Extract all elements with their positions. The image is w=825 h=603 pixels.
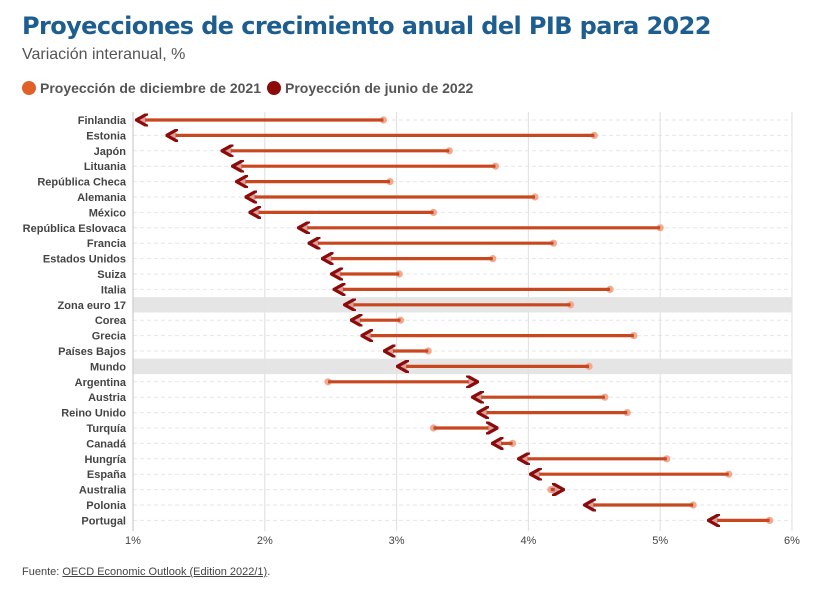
dec2021-point[interactable]	[663, 455, 671, 463]
category-label: República Checa	[37, 177, 127, 189]
dec2021-point[interactable]	[656, 224, 664, 232]
category-label: Estados Unidos	[43, 254, 126, 266]
dumbbell-row[interactable]	[474, 393, 609, 402]
dumbbell-row[interactable]	[310, 239, 558, 248]
dec2021-point[interactable]	[606, 285, 614, 293]
source-link[interactable]: OECD Economic Outlook (Edition 2022/1)	[62, 566, 268, 578]
dec2021-point[interactable]	[630, 332, 638, 340]
dumbbell-row[interactable]	[710, 516, 774, 525]
dumbbell-row[interactable]	[336, 285, 614, 294]
source-note: Fuente: OECD Economic Outlook (Edition 2…	[22, 566, 270, 578]
category-label: Grecia	[92, 331, 127, 343]
dumbbell-row[interactable]	[353, 316, 405, 325]
category-label: Corea	[95, 315, 127, 327]
legend-item-jun2022[interactable]: Proyección de junio de 2022	[267, 80, 473, 96]
legend-label-dec2021: Proyección de diciembre de 2021	[40, 80, 261, 96]
source-prefix: Fuente:	[22, 566, 63, 578]
dumbbell-row[interactable]	[494, 439, 517, 448]
dumbbell-row[interactable]	[586, 501, 697, 510]
category-label: Hungría	[84, 454, 126, 466]
dumbbell-row[interactable]	[300, 223, 664, 232]
category-label: Polonia	[86, 500, 127, 512]
legend-dot-icon	[267, 81, 281, 95]
x-tick-label: 1%	[125, 535, 141, 547]
dumbbell-row[interactable]	[223, 146, 453, 155]
category-label: Lituania	[84, 161, 127, 173]
x-tick-label: 3%	[389, 535, 405, 547]
dumbbell-row[interactable]	[363, 331, 638, 340]
dec2021-point[interactable]	[566, 301, 575, 309]
category-label: Países Bajos	[58, 346, 126, 358]
category-label: Canadá	[86, 438, 127, 450]
category-label: Reino Unido	[61, 408, 126, 420]
chart-title: Proyecciones de crecimiento anual del PI…	[22, 12, 711, 40]
category-label: Estonia	[86, 130, 127, 142]
category-label: Mundo	[90, 361, 126, 373]
dumbbell-row[interactable]	[333, 270, 403, 279]
category-label: México	[89, 207, 127, 219]
legend-label-jun2022: Proyección de junio de 2022	[285, 80, 474, 96]
category-label: Japón	[94, 146, 127, 158]
dumbbell-row[interactable]	[479, 408, 631, 417]
dumbbell-row[interactable]	[399, 362, 593, 371]
dumbbell-row[interactable]	[238, 177, 394, 186]
category-label: Austria	[88, 392, 127, 404]
dumbbell-row[interactable]	[251, 208, 438, 217]
dumbbell-row[interactable]	[346, 300, 575, 309]
category-label: Alemania	[77, 192, 127, 204]
category-label: República Eslovaca	[23, 223, 127, 235]
dumbbell-row[interactable]	[429, 424, 496, 433]
x-tick-label: 6%	[784, 535, 800, 547]
category-label: Suiza	[97, 269, 127, 281]
dumbbell-row[interactable]	[324, 377, 476, 386]
dumbbell-row[interactable]	[520, 454, 671, 463]
dumbbell-row[interactable]	[547, 485, 559, 494]
category-label: Italia	[101, 284, 127, 296]
category-label: Finlandia	[78, 115, 127, 127]
x-tick-label: 5%	[652, 535, 668, 547]
dec2021-point[interactable]	[590, 131, 598, 139]
category-label: Argentina	[75, 377, 127, 389]
dumbbell-row[interactable]	[138, 116, 388, 125]
legend-dot-icon	[22, 81, 36, 95]
legend: Proyección de diciembre de 2021 Proyecci…	[22, 80, 479, 96]
dumbbell-row[interactable]	[247, 193, 539, 202]
x-tick-label: 4%	[520, 535, 536, 547]
chart-subtitle: Variación interanual, %	[22, 46, 186, 63]
source-suffix: .	[267, 566, 271, 578]
dumbbell-row[interactable]	[168, 131, 598, 140]
legend-item-dec2021[interactable]: Proyección de diciembre de 2021	[22, 80, 261, 96]
category-label: Zona euro 17	[58, 300, 126, 312]
dumbbell-row[interactable]	[386, 347, 432, 356]
category-label: Francia	[87, 238, 127, 250]
x-tick-label: 2%	[257, 535, 273, 547]
category-label: Portugal	[81, 515, 126, 527]
dec2021-point[interactable]	[725, 470, 733, 478]
category-label: Turquía	[86, 423, 126, 435]
dumbbell-row[interactable]	[324, 254, 497, 263]
category-label: Australia	[79, 485, 127, 497]
dumbbell-row[interactable]	[234, 162, 500, 171]
dumbbell-row[interactable]	[532, 470, 733, 479]
dec2021-point[interactable]	[585, 362, 593, 370]
category-label: España	[87, 469, 127, 481]
